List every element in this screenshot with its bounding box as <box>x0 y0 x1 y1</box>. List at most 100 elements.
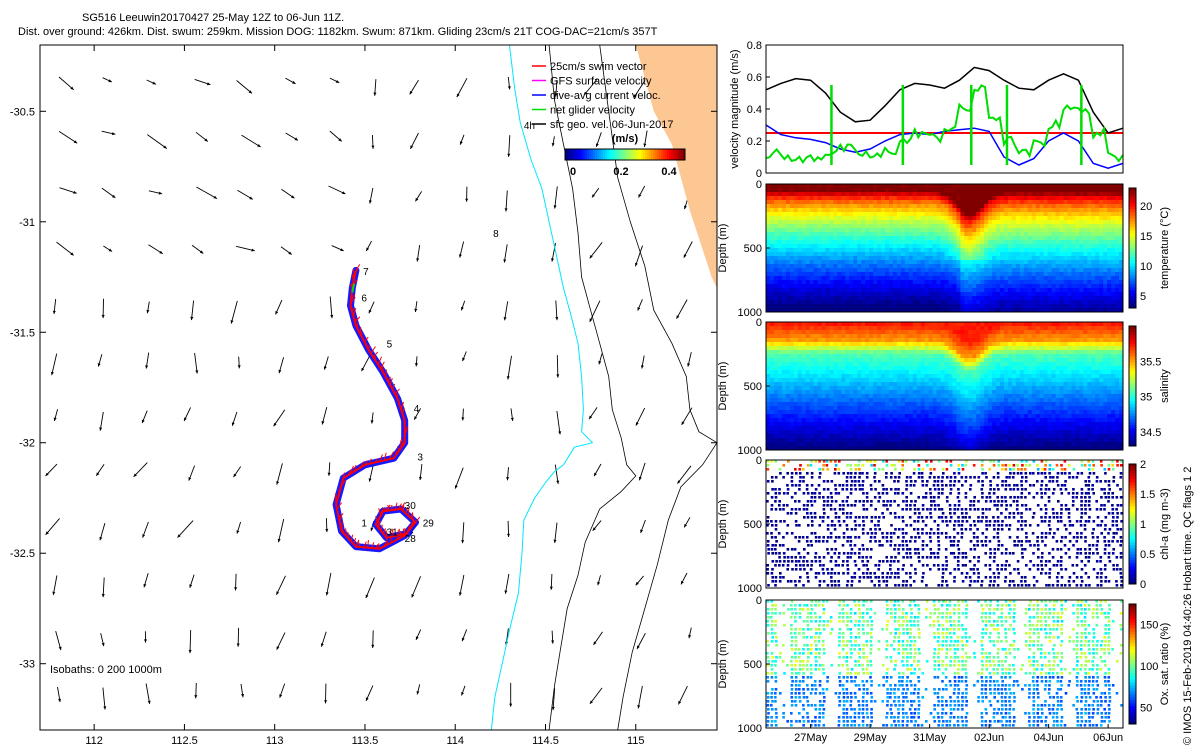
data-cell <box>1091 304 1096 309</box>
data-cell <box>793 268 799 273</box>
data-cell <box>908 342 914 347</box>
data-cell <box>845 284 850 289</box>
data-cell <box>849 220 854 225</box>
data-cell <box>829 326 834 331</box>
data-cell <box>964 256 969 261</box>
data-cell <box>817 264 822 269</box>
data-cell <box>766 196 771 201</box>
data-cell <box>908 268 914 273</box>
data-cell <box>896 394 902 399</box>
data-cell <box>1023 304 1029 309</box>
swim-vector <box>405 507 409 514</box>
data-cell <box>1087 256 1092 261</box>
data-cell <box>813 196 818 201</box>
data-cell <box>980 188 985 193</box>
data-cell <box>1063 280 1068 285</box>
data-cell <box>1091 208 1096 213</box>
data-cell <box>1111 184 1116 189</box>
data-cell <box>789 390 795 395</box>
swim-vector <box>352 273 355 280</box>
current-arrowhead <box>97 363 101 367</box>
data-cell <box>777 228 783 233</box>
data-cell <box>825 252 830 257</box>
data-cell <box>920 358 926 363</box>
data-cell <box>1091 228 1096 233</box>
data-cell <box>1115 228 1120 233</box>
data-cell <box>801 184 807 189</box>
data-cell <box>837 446 842 451</box>
data-cell <box>773 422 779 427</box>
current-arrowhead <box>70 86 74 90</box>
data-cell <box>916 208 922 213</box>
current-arrow <box>454 467 464 489</box>
swim-vector <box>398 528 402 535</box>
data-cell <box>845 232 850 237</box>
current-arrowhead <box>597 581 601 586</box>
data-cell <box>1095 212 1100 217</box>
data-cell <box>881 398 886 403</box>
data-cell <box>825 438 830 443</box>
current-arrowhead <box>554 93 558 97</box>
data-cell <box>825 370 830 375</box>
data-cell <box>845 366 850 371</box>
data-cell <box>873 296 878 301</box>
data-cell <box>948 216 953 221</box>
data-cell <box>849 386 854 391</box>
data-cell <box>817 442 822 447</box>
data-cell <box>773 276 779 281</box>
data-cell <box>853 402 858 407</box>
data-cell <box>968 204 973 209</box>
vel-ytick-label: 0.8 <box>747 40 762 52</box>
colorbar-cell <box>1129 251 1136 255</box>
data-cell <box>881 248 886 253</box>
data-cell <box>885 414 890 419</box>
data-cell <box>833 284 838 289</box>
data-cell <box>952 236 957 241</box>
data-cell <box>873 430 878 435</box>
data-cell <box>912 196 918 201</box>
data-cell <box>916 390 922 395</box>
colorbar-cell <box>615 149 618 160</box>
data-cell <box>1011 188 1017 193</box>
data-cell <box>1087 248 1092 253</box>
data-cell <box>1000 188 1005 193</box>
data-cell <box>948 276 953 281</box>
data-cell <box>809 430 814 435</box>
data-cell <box>861 322 866 327</box>
data-cell <box>829 188 834 193</box>
data-cell <box>793 378 799 383</box>
data-cell <box>1063 308 1068 313</box>
data-cell <box>1043 220 1049 225</box>
data-cell <box>924 406 930 411</box>
data-cell <box>892 284 898 289</box>
data-cell <box>980 200 985 205</box>
data-cell <box>825 232 830 237</box>
data-cell <box>924 362 930 367</box>
data-cell <box>936 342 941 347</box>
data-cell <box>984 204 989 209</box>
data-cell <box>1091 308 1096 313</box>
data-cell <box>936 304 941 309</box>
data-cell <box>1107 300 1112 305</box>
current-arrow <box>235 245 255 252</box>
data-cell <box>932 378 937 383</box>
data-cell <box>1004 308 1009 313</box>
data-cell <box>1111 288 1116 293</box>
data-cell <box>900 418 906 423</box>
data-cell <box>996 300 1001 305</box>
data-cell <box>1095 232 1100 237</box>
data-cell <box>936 192 941 197</box>
data-cell <box>865 292 870 297</box>
swim-vector <box>407 525 411 532</box>
data-cell <box>1043 192 1049 197</box>
data-cell <box>789 402 795 407</box>
data-cell <box>845 216 850 221</box>
data-cell <box>1119 292 1124 297</box>
data-cell <box>837 296 842 301</box>
current-arrowhead <box>676 315 680 319</box>
data-cell <box>1055 268 1060 273</box>
data-cell <box>849 414 854 419</box>
data-cell <box>1119 300 1124 305</box>
data-cell <box>1103 240 1108 245</box>
data-cell <box>797 280 803 285</box>
